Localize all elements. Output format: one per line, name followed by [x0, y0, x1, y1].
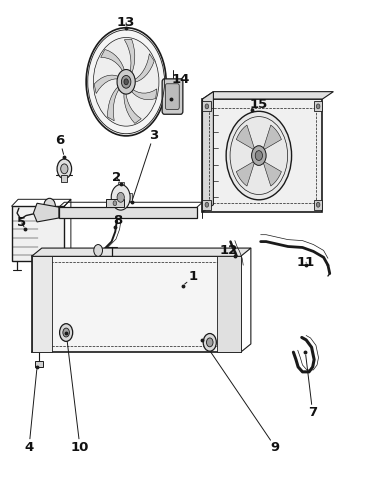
Bar — [32, 256, 241, 352]
Polygon shape — [131, 89, 157, 100]
Bar — [106, 199, 124, 207]
Circle shape — [122, 75, 131, 88]
Bar — [61, 175, 67, 181]
Circle shape — [117, 70, 135, 94]
Text: 6: 6 — [55, 134, 65, 147]
Circle shape — [59, 324, 73, 341]
Text: 14: 14 — [172, 73, 190, 86]
Circle shape — [63, 328, 69, 337]
Text: 12: 12 — [220, 244, 238, 257]
Circle shape — [226, 111, 292, 200]
Polygon shape — [124, 39, 135, 73]
Bar — [314, 200, 323, 210]
Polygon shape — [263, 161, 281, 186]
Bar — [124, 193, 132, 201]
Circle shape — [94, 245, 103, 256]
Bar — [314, 102, 323, 111]
Circle shape — [124, 79, 128, 85]
Circle shape — [316, 202, 320, 207]
Text: 7: 7 — [308, 406, 317, 419]
Circle shape — [207, 338, 213, 347]
Bar — [203, 99, 323, 212]
Polygon shape — [94, 75, 119, 94]
Bar — [35, 361, 43, 367]
Circle shape — [255, 151, 262, 160]
Polygon shape — [101, 49, 125, 72]
Circle shape — [111, 184, 130, 210]
Circle shape — [205, 104, 209, 109]
Text: 3: 3 — [149, 129, 158, 142]
FancyBboxPatch shape — [165, 84, 179, 109]
Bar — [37, 262, 235, 346]
Circle shape — [86, 28, 166, 136]
Circle shape — [113, 201, 117, 206]
Polygon shape — [203, 92, 333, 99]
Polygon shape — [34, 203, 59, 222]
Circle shape — [251, 146, 266, 165]
Text: 11: 11 — [297, 256, 315, 269]
Bar — [118, 181, 124, 192]
Bar — [32, 256, 51, 352]
Text: 10: 10 — [71, 441, 89, 454]
Text: 5: 5 — [17, 216, 26, 229]
Circle shape — [57, 159, 72, 178]
Polygon shape — [124, 92, 141, 123]
Circle shape — [205, 202, 209, 207]
Circle shape — [316, 104, 320, 109]
Bar — [203, 200, 211, 210]
Polygon shape — [236, 125, 255, 150]
Circle shape — [44, 198, 55, 214]
Text: 13: 13 — [117, 16, 135, 29]
Bar — [217, 256, 241, 352]
Text: 2: 2 — [112, 171, 122, 184]
Bar — [12, 206, 64, 261]
Circle shape — [93, 37, 159, 126]
Text: 9: 9 — [271, 441, 280, 454]
Circle shape — [117, 192, 124, 202]
Circle shape — [61, 164, 68, 174]
Polygon shape — [108, 86, 120, 121]
Text: 4: 4 — [24, 441, 34, 454]
Text: 8: 8 — [113, 214, 122, 227]
Polygon shape — [263, 125, 281, 150]
Bar — [117, 193, 125, 201]
Circle shape — [203, 334, 216, 351]
Polygon shape — [203, 92, 214, 212]
Text: 15: 15 — [250, 99, 268, 111]
Bar — [59, 207, 197, 218]
Polygon shape — [32, 248, 251, 256]
Bar — [209, 108, 316, 203]
Text: 1: 1 — [189, 271, 198, 283]
Bar — [118, 191, 124, 202]
Polygon shape — [134, 54, 154, 82]
Bar — [203, 102, 211, 111]
FancyBboxPatch shape — [162, 79, 183, 114]
Polygon shape — [236, 161, 255, 186]
